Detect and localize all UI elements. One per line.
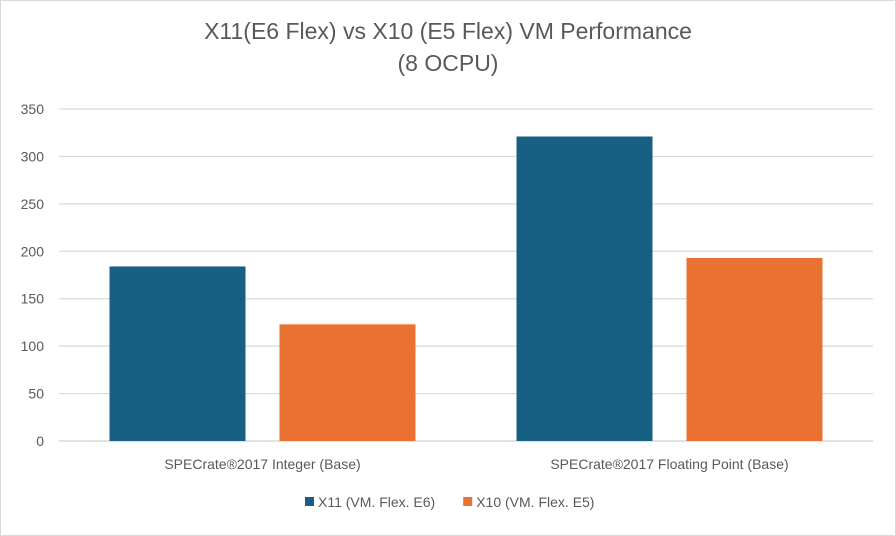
y-tick-label: 350 bbox=[21, 101, 45, 117]
x-category-label: SPECrate®2017 Floating Point (Base) bbox=[550, 456, 788, 472]
chart-title-line1: X11(E6 Flex) vs X10 (E5 Flex) VM Perform… bbox=[204, 18, 692, 44]
bar-1-1 bbox=[109, 266, 246, 441]
y-tick-label: 300 bbox=[21, 148, 45, 164]
x-category-label: SPECrate®2017 Integer (Base) bbox=[164, 456, 360, 472]
legend-label: X11 (VM. Flex. E6) bbox=[318, 494, 435, 510]
bar-1-2 bbox=[516, 136, 653, 441]
y-tick-label: 250 bbox=[21, 196, 45, 212]
y-tick-label: 100 bbox=[21, 338, 45, 354]
legend-swatch bbox=[463, 497, 473, 506]
bar-2-2 bbox=[686, 257, 823, 441]
legend-swatch bbox=[305, 497, 314, 506]
bar-2-1 bbox=[279, 324, 416, 441]
y-tick-label: 0 bbox=[36, 433, 44, 449]
chart-title-line2: (8 OCPU) bbox=[397, 50, 499, 76]
y-tick-label: 150 bbox=[21, 291, 45, 307]
y-tick-label: 50 bbox=[28, 386, 44, 402]
legend-label: X10 (VM. Flex. E5) bbox=[476, 494, 594, 510]
y-tick-label: 200 bbox=[21, 243, 45, 259]
